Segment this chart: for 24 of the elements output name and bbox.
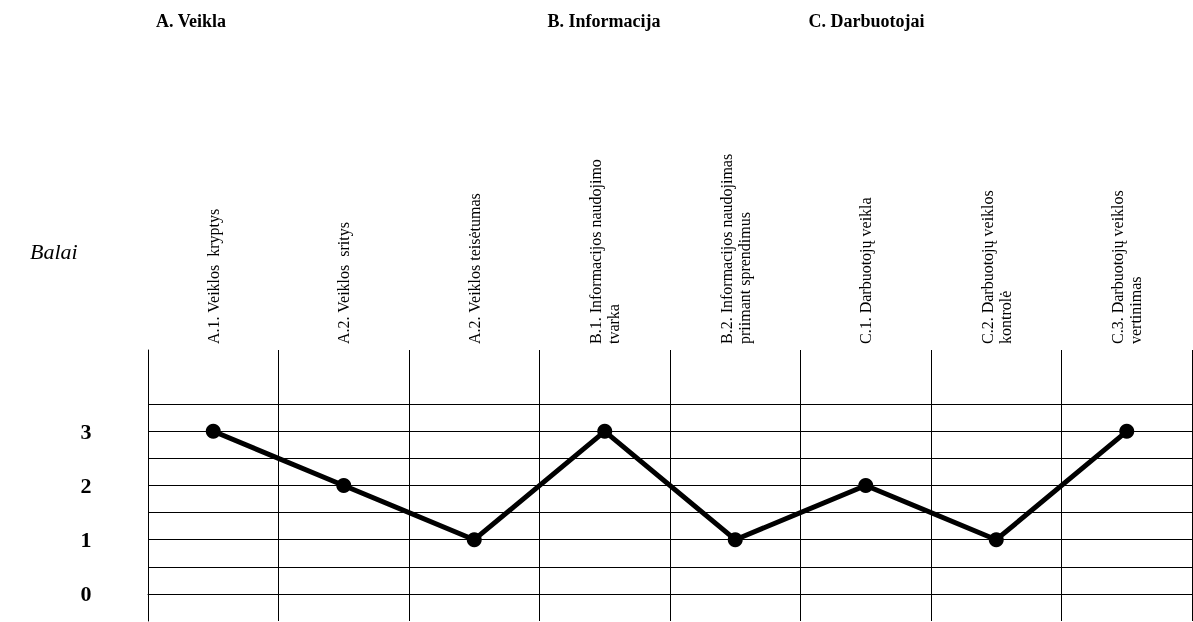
x-tick-label: A.2. Veiklos teisėtumas [465,193,483,344]
point [988,532,1004,548]
y-tick-label: 2 [80,473,92,498]
point [466,532,482,548]
y-axis-title: Balai [30,238,78,264]
text: C. Darbuotojai [808,11,925,31]
x-tick-label: A.1. Veiklos kryptys [204,208,223,344]
x-tick-label: C.2. Darbuotojų veiklos kontrolė [978,186,1014,344]
point [858,478,874,493]
point [205,423,221,439]
x-tick-label: C.3. Darbuotojų veiklos vertinimas [1109,186,1145,344]
y-tick-label: 1 [80,527,92,553]
point [597,423,613,439]
x-tick-label: C.1. Darbuotojų veikla [857,197,876,344]
point [1119,423,1135,439]
x-tick-label: B.1. Informacijos naudojimo tvarka [587,155,623,344]
y-tick-label: 3 [80,418,92,444]
text: B. Informacija [547,11,661,31]
y-tick-label: 0 [80,581,92,607]
text: A. Veikla [156,11,227,31]
point [336,478,352,493]
x-tick-label: A.2. Veiklos sritys [335,222,354,344]
point [727,532,743,548]
x-tick-label: B.2. Informacijos naudojimas priimant sprendimus [717,149,754,344]
